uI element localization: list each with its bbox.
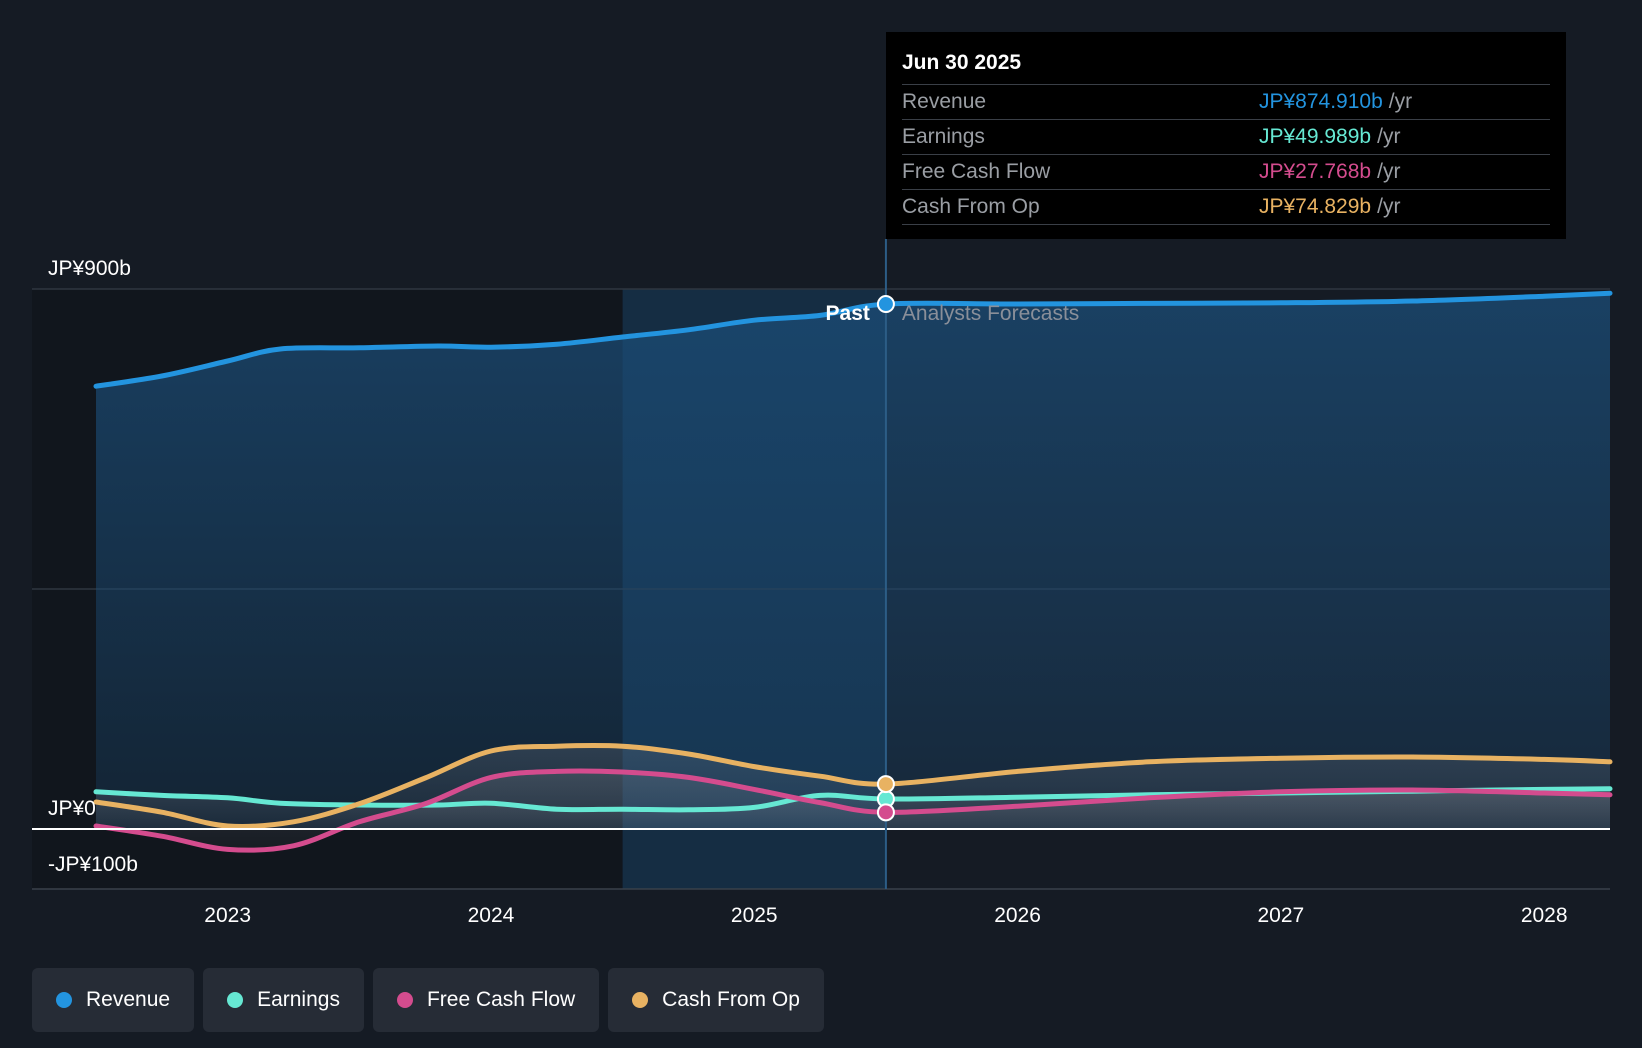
x-tick-label: 2026 [994, 904, 1041, 927]
marker-revenue [876, 295, 895, 314]
y-tick-label: -JP¥100b [48, 853, 138, 876]
legend-label: Cash From Op [662, 988, 800, 1011]
tooltip-label: Revenue [902, 90, 987, 113]
tooltip-unit: /yr [1377, 160, 1401, 183]
series-line-revenue [93, 290, 1613, 389]
tooltip-label: Cash From Op [902, 195, 1040, 218]
y-tick-label: JP¥900b [48, 257, 131, 280]
series-lines [93, 290, 1613, 853]
series-markers [876, 295, 895, 822]
tooltip-row-free-cash-flow: Free Cash Flow JP¥27.768b /yr [902, 154, 1550, 189]
y-axis-labels: JP¥900b JP¥0 -JP¥100b [48, 257, 138, 876]
tooltip-row-earnings: Earnings JP¥49.989b /yr [902, 119, 1550, 154]
legend-item-revenue[interactable]: Revenue [32, 968, 195, 1032]
series-line-free-cash-flow [93, 768, 1613, 853]
marker-cash-from-op [876, 775, 895, 794]
x-tick-label: 2023 [204, 904, 251, 927]
series-area-cash-from-op [96, 745, 1610, 829]
tooltip-row-cash-from-op: Cash From Op JP¥74.829b /yr [902, 189, 1550, 225]
series-line-cash-from-op [93, 742, 1613, 830]
tooltip-value: JP¥27.768b [1259, 160, 1372, 183]
tooltip-value: JP¥49.989b [1259, 125, 1372, 148]
marker-free-cash-flow [876, 803, 895, 822]
x-axis-labels: 2023 2024 2025 2026 2027 2028 [204, 904, 1567, 927]
tooltip-unit: /yr [1388, 90, 1413, 113]
legend-dot-icon [632, 992, 649, 1008]
tooltip-label: Free Cash Flow [902, 160, 1051, 183]
tooltip-date: Jun 30 2025 [902, 51, 1022, 74]
legend-item-free-cash-flow[interactable]: Free Cash Flow [372, 968, 600, 1032]
series-areas [96, 293, 1610, 851]
legend-dot-icon [56, 992, 72, 1008]
forecast-label: Analysts Forecasts [902, 302, 1079, 325]
tooltip-row-revenue: Revenue JP¥874.910b /yr [902, 84, 1550, 119]
legend-label: Revenue [86, 988, 171, 1011]
x-tick-label: 2025 [731, 904, 778, 927]
tooltip-value: JP¥874.910b [1259, 90, 1383, 113]
legend-item-cash-from-op[interactable]: Cash From Op [608, 968, 824, 1032]
x-tick-label: 2024 [468, 904, 515, 927]
x-tick-label: 2027 [1258, 904, 1305, 927]
y-tick-label: JP¥0 [48, 797, 96, 820]
x-tick-label: 2028 [1521, 904, 1568, 927]
legend-label: Earnings [257, 988, 340, 1011]
tooltip-value: JP¥74.829b [1259, 195, 1372, 218]
legend-dot-icon [227, 992, 244, 1008]
series-area-revenue [96, 293, 1610, 829]
legend: Revenue Earnings Free Cash Flow Cash Fro… [32, 968, 824, 1032]
tooltip-unit: /yr [1377, 195, 1401, 218]
legend-dot-icon [396, 992, 413, 1008]
past-label: Past [826, 302, 870, 325]
legend-item-earnings[interactable]: Earnings [203, 968, 364, 1032]
tooltip-unit: /yr [1377, 125, 1401, 148]
tooltip: Jun 30 2025 Revenue JP¥874.910b /yr Earn… [886, 32, 1566, 239]
legend-label: Free Cash Flow [426, 988, 576, 1011]
tooltip-label: Earnings [902, 125, 985, 148]
